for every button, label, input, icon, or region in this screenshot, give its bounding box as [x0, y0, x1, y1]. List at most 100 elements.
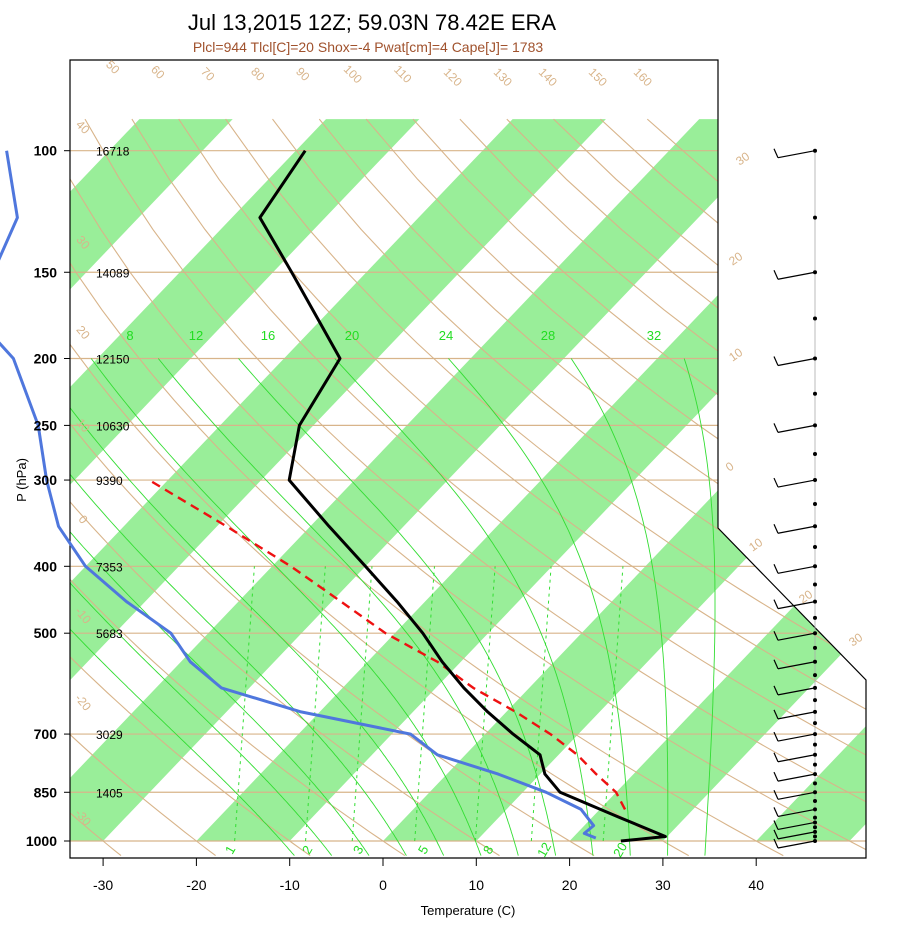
mixing-ratio-label: 2: [299, 843, 316, 857]
wind-barb-dot: [813, 502, 817, 507]
height-label: 3029: [96, 728, 123, 742]
wind-barb-dot: [813, 316, 817, 321]
wind-barb-shaft: [777, 791, 816, 800]
pressure-tick-label: 200: [34, 351, 58, 367]
wind-barb: [773, 630, 817, 641]
wind-barb: [773, 599, 817, 610]
height-label: 16718: [96, 145, 130, 159]
temperature-tick-label: -10: [280, 877, 300, 893]
dry-adiabat: [365, 118, 866, 857]
dry-adiabat: [70, 118, 500, 857]
pressure-tick-label: 700: [34, 726, 58, 742]
wind-barb-feather: [773, 820, 779, 830]
dry-adiabat-label: 120: [441, 65, 465, 89]
wind-barb-shaft: [777, 601, 816, 610]
dry-adiabat: [84, 118, 866, 857]
wind-barb-feather: [773, 752, 779, 762]
temperature-tick-label: 20: [562, 877, 578, 893]
moist-adiabat: [70, 358, 370, 856]
moist-adiabat: [70, 358, 407, 856]
wind-barb-dot: [813, 673, 817, 678]
isotherm-stripe: [756, 119, 866, 841]
dry-adiabat: [70, 118, 784, 857]
dry-adiabat-label: 150: [586, 65, 610, 89]
moist-adiabat: [157, 358, 519, 856]
wind-barb-dot: [813, 391, 817, 396]
wind-barb-dot: [813, 798, 817, 803]
wind-barb-feather: [773, 685, 779, 696]
dry-adiabat-label: 100: [341, 62, 365, 86]
mixing-ratio-label: 8: [480, 843, 497, 857]
moist-adiabat-label: 20: [345, 328, 359, 343]
wind-barb-dot: [813, 698, 817, 703]
wind-barb-dot: [813, 721, 817, 726]
wind-barb: [813, 825, 817, 830]
wind-barb-feather: [773, 659, 779, 670]
moist-adiabat-label: 12: [189, 328, 203, 343]
temperature-line: [258, 149, 667, 843]
chart-title: Jul 13,2015 12Z; 59.03N 78.42E ERA: [188, 10, 556, 35]
wind-barb: [813, 544, 817, 549]
wind-barb: [813, 721, 817, 726]
wind-barb: [813, 762, 817, 767]
wind-barb-feather: [773, 477, 779, 488]
wind-barb: [813, 742, 817, 747]
wind-barb: [773, 423, 817, 433]
pressure-tick-label: 100: [34, 143, 58, 159]
moist-adiabat-label: 28: [541, 328, 555, 343]
temperature-tick-label: -20: [186, 877, 206, 893]
moist-adiabat: [70, 358, 295, 856]
wind-barb-feather: [773, 564, 779, 574]
dry-adiabat: [70, 118, 689, 857]
wind-barb: [813, 215, 817, 220]
isotherm-edge-label: 10: [726, 345, 745, 364]
height-label: 10630: [96, 419, 130, 433]
height-label: 1405: [96, 786, 123, 800]
pressure-tick-label: 300: [34, 472, 58, 488]
height-label: 9390: [96, 474, 123, 488]
plot-frame: [69, 59, 867, 859]
wind-barb-dot: [813, 615, 817, 620]
wind-barb-feather: [773, 148, 779, 158]
dry-adiabat: [70, 118, 866, 857]
wind-barb: [773, 356, 817, 367]
parcel-line: [148, 479, 627, 810]
moist-adiabat-label: 8: [126, 328, 133, 343]
pressure-tick-label: 1000: [26, 833, 57, 849]
wind-barb-dot: [813, 645, 817, 650]
wind-barb-dot: [813, 544, 817, 549]
height-label: 14089: [96, 266, 130, 280]
height-label: 5683: [96, 627, 123, 641]
temperature-tick-label: 0: [379, 877, 387, 893]
wind-barb-feather: [773, 599, 779, 609]
wind-barb: [813, 798, 817, 803]
moist-adiabat: [570, 358, 669, 856]
wind-barb: [773, 524, 817, 534]
wind-barb: [773, 820, 817, 831]
wind-barb-shaft: [777, 711, 816, 720]
pressure-tick-label: 250: [34, 417, 58, 433]
wind-barb: [773, 771, 817, 782]
plot-area: [70, 118, 866, 857]
dry-adiabat: [318, 118, 866, 857]
dry-adiabat: [225, 118, 866, 857]
wind-barb: [813, 615, 817, 620]
temperature-axis: -30 -20 -10 0 10 20 30 40: [93, 858, 764, 893]
isotherm-edge-label: 20: [726, 249, 745, 268]
isotherm-edge-label: 10: [746, 535, 765, 554]
isotherm-edge-label: 30: [733, 149, 752, 168]
wind-barb: [813, 815, 817, 820]
wind-barb-shaft: [777, 150, 816, 159]
wind-barbs: [773, 148, 817, 849]
wind-barb-feather: [773, 731, 779, 742]
moist-adiabat-label: 24: [439, 328, 453, 343]
wind-barb-shaft: [777, 840, 816, 849]
isotherm-edge-label: 0: [723, 459, 737, 474]
temperature-tick-label: 40: [748, 877, 764, 893]
wind-barb-feather: [773, 829, 779, 840]
wind-barb: [773, 807, 817, 818]
wind-barb: [813, 316, 817, 321]
x-axis-label: Temperature (C): [421, 903, 516, 918]
wind-barb-dot: [813, 834, 817, 839]
